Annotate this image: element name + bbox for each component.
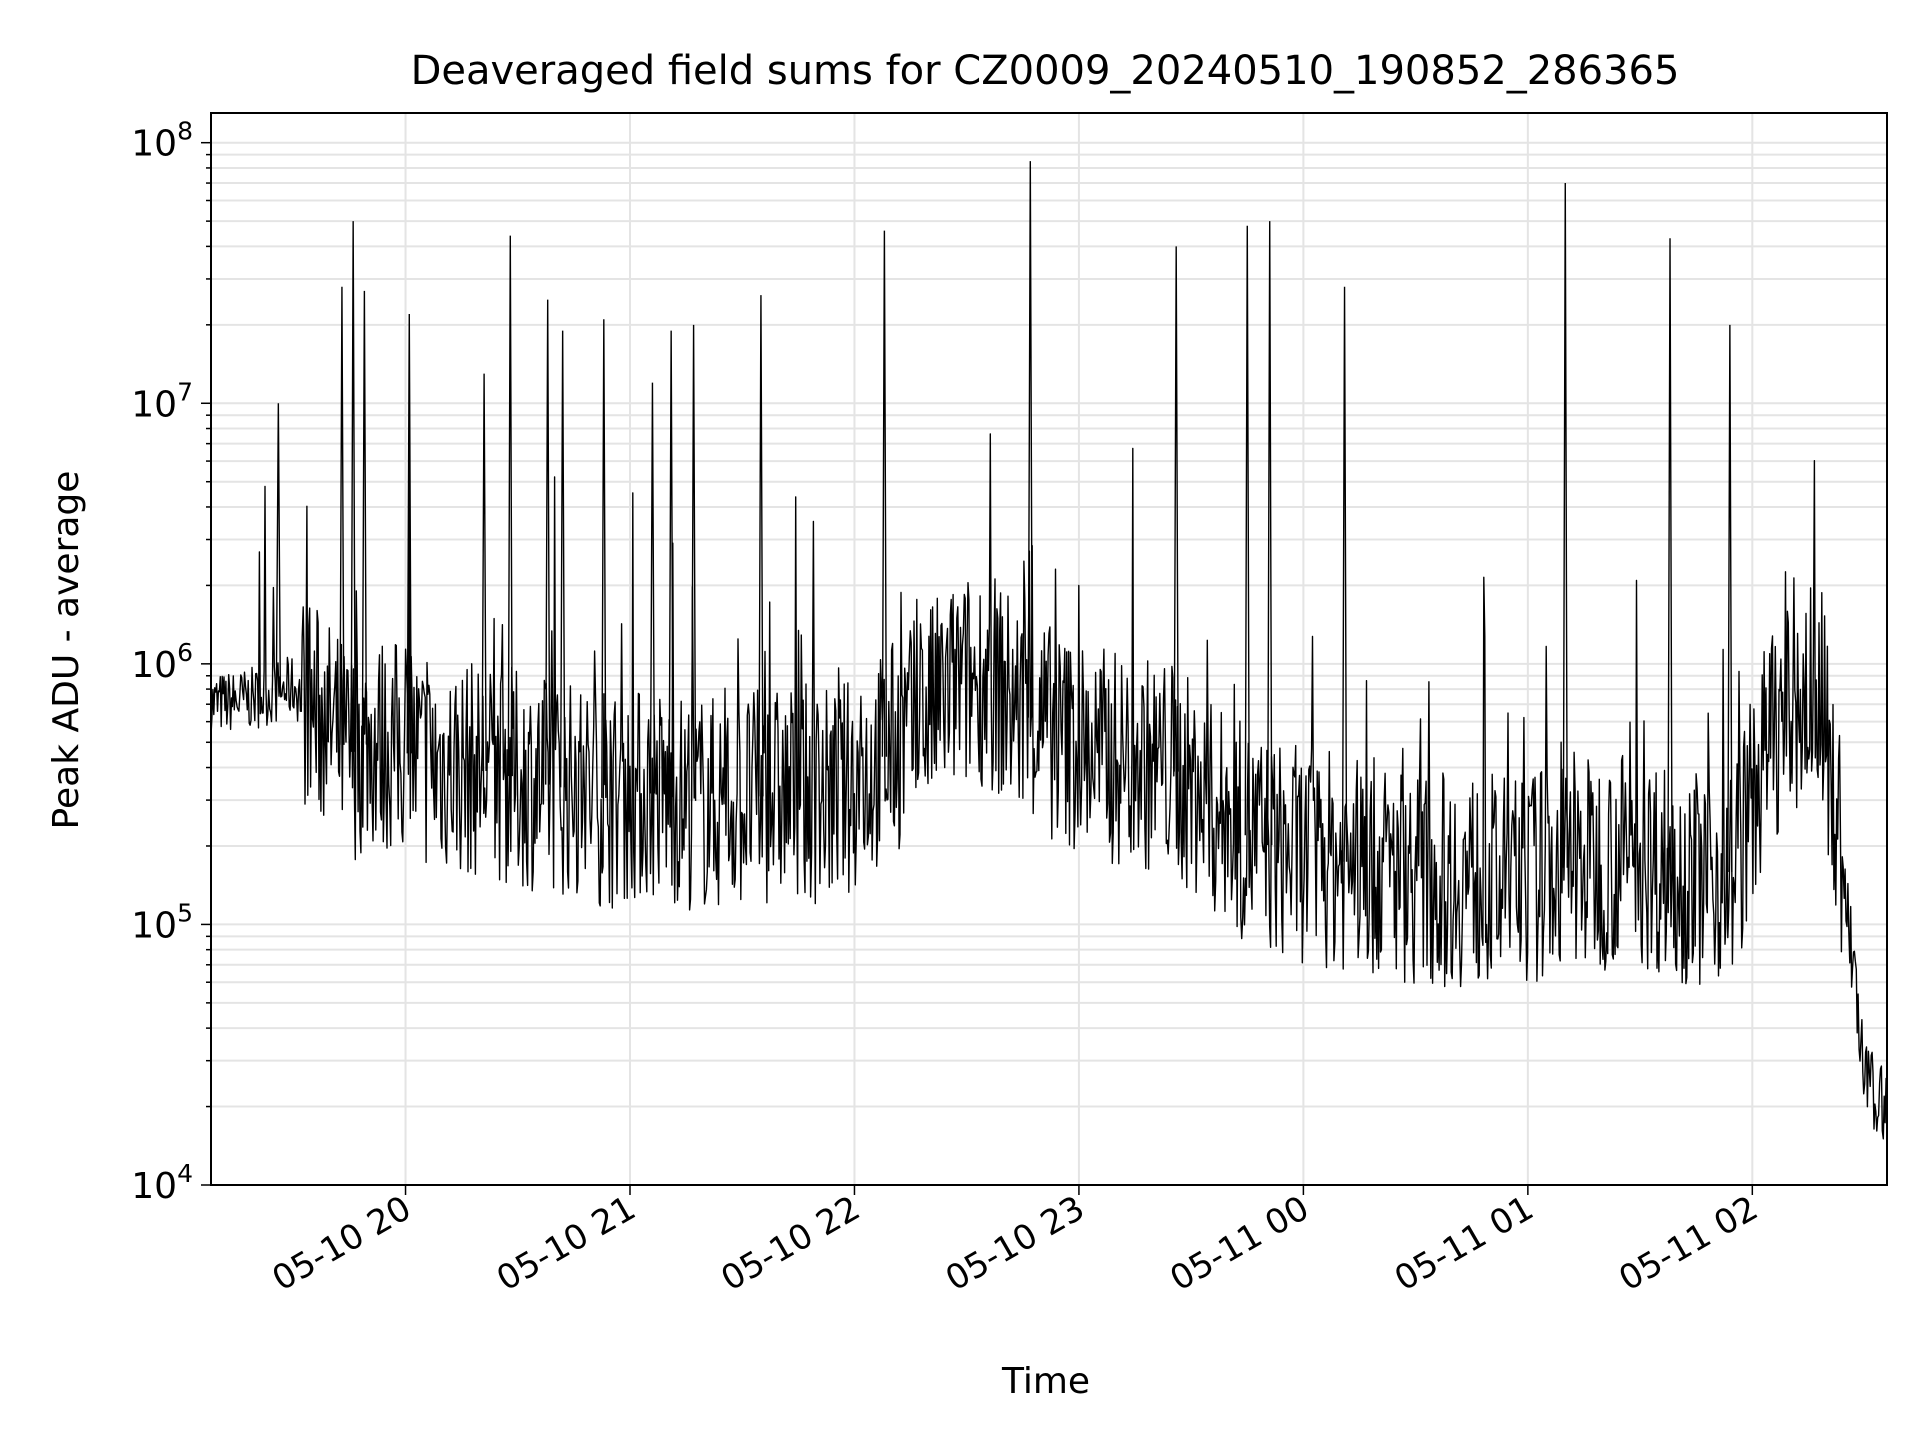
- spike-mark: [649, 382, 656, 794]
- y-tick-label: 104: [131, 1159, 193, 1207]
- series-line: [210, 433, 1888, 1140]
- spike-mark: [339, 286, 345, 745]
- series: [210, 161, 1888, 1140]
- spike-mark: [1027, 161, 1033, 718]
- spike-mark: [559, 330, 566, 788]
- grid: [211, 113, 1887, 1186]
- spike-mark: [601, 319, 607, 798]
- spike-mark: [544, 299, 551, 785]
- y-tick-label: 106: [131, 638, 193, 686]
- spike-mark: [690, 324, 697, 801]
- spike-mark: [507, 235, 513, 777]
- spike-mark: [668, 330, 674, 798]
- spike-mark: [1562, 183, 1568, 868]
- plot-frame: [210, 112, 1888, 1186]
- spike-mark: [1727, 324, 1733, 872]
- spike-mark: [275, 403, 282, 692]
- chart-title: Deaveraged field sums for CZ0009_2024051…: [411, 48, 1680, 94]
- spike-mark: [350, 221, 356, 752]
- spike-mark: [481, 373, 487, 772]
- spike-mark: [1267, 221, 1273, 846]
- spike-mark: [406, 314, 412, 754]
- spike-mark: [1244, 225, 1250, 836]
- spike-mark: [1341, 286, 1348, 862]
- spike-mark: [361, 290, 368, 745]
- y-axis: 104 105 106 107 108: [131, 117, 211, 1207]
- spike-mark: [881, 230, 888, 757]
- y-axis-label: Peak ADU - average: [46, 471, 87, 830]
- spike-mark: [1173, 246, 1179, 772]
- y-tick-label: 108: [131, 117, 193, 165]
- spike-mark: [758, 295, 764, 797]
- spike-mark: [1667, 238, 1673, 869]
- y-tick-label: 105: [131, 898, 193, 946]
- y-tick-label: 107: [131, 377, 193, 425]
- x-axis-label: Time: [1001, 1361, 1090, 1402]
